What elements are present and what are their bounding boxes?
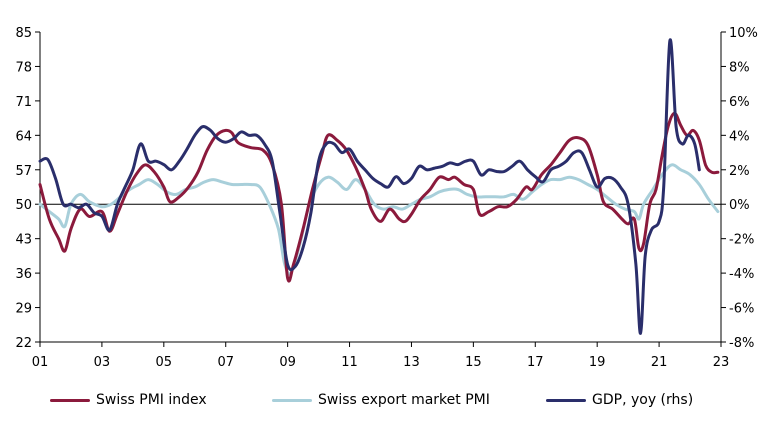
legend-label: Swiss export market PMI bbox=[318, 392, 490, 408]
left-tick-label: 85 bbox=[15, 26, 32, 41]
legend: Swiss PMI index Swiss export market PMI … bbox=[0, 392, 776, 418]
right-tick-label: -4% bbox=[729, 267, 754, 282]
right-tick-label: 2% bbox=[729, 164, 750, 179]
legend-label: Swiss PMI index bbox=[96, 392, 207, 408]
left-tick-label: 29 bbox=[15, 302, 32, 317]
left-tick-label: 36 bbox=[15, 267, 32, 282]
right-tick-label: 8% bbox=[729, 60, 750, 75]
x-tick-label: 13 bbox=[403, 355, 420, 370]
x-tick-label: 23 bbox=[713, 355, 730, 370]
left-tick-label: 22 bbox=[15, 336, 32, 351]
right-tick-label: -8% bbox=[729, 336, 754, 351]
x-tick-label: 17 bbox=[527, 355, 544, 370]
x-tick-label: 07 bbox=[217, 355, 234, 370]
line-chart: 22 29 36 43 50 57 64 71 78 85 -8% -6% -4% -2% 0% 2% 4% 6… bbox=[15, 26, 758, 370]
right-y-axis: -8% -6% -4% -2% 0% 2% 4% 6% 8% 10% bbox=[720, 26, 758, 351]
left-tick-label: 57 bbox=[15, 164, 32, 179]
x-tick-label: 19 bbox=[589, 355, 606, 370]
x-tick-label: 21 bbox=[651, 355, 668, 370]
right-tick-label: 4% bbox=[729, 129, 750, 144]
swiss-pmi-line bbox=[38, 111, 720, 283]
x-tick-label: 01 bbox=[32, 355, 49, 370]
right-tick-label: -2% bbox=[729, 233, 754, 248]
right-tick-label: -6% bbox=[729, 302, 754, 317]
left-tick-label: 71 bbox=[15, 95, 32, 110]
legend-swatch-swiss-pmi bbox=[50, 398, 90, 402]
x-tick-label: 11 bbox=[341, 355, 358, 370]
x-tick-label: 15 bbox=[465, 355, 482, 370]
legend-item-export-pmi: Swiss export market PMI bbox=[272, 392, 490, 408]
gdp-yoy-line bbox=[38, 38, 701, 335]
left-tick-label: 64 bbox=[15, 129, 32, 144]
x-tick-label: 09 bbox=[279, 355, 296, 370]
legend-item-gdp: GDP, yoy (rhs) bbox=[546, 392, 693, 408]
right-tick-label: 0% bbox=[729, 198, 750, 213]
export-market-pmi-line bbox=[38, 163, 720, 276]
left-tick-label: 50 bbox=[15, 198, 32, 213]
right-tick-label: 10% bbox=[729, 26, 758, 41]
left-tick-label: 43 bbox=[15, 233, 32, 248]
legend-label: GDP, yoy (rhs) bbox=[592, 392, 694, 408]
left-y-axis: 22 29 36 43 50 57 64 71 78 85 bbox=[15, 26, 41, 351]
legend-item-swiss-pmi: Swiss PMI index bbox=[50, 392, 207, 408]
x-tick-label: 05 bbox=[156, 355, 173, 370]
x-tick-label: 03 bbox=[94, 355, 111, 370]
series-lines bbox=[38, 38, 720, 335]
right-tick-label: 6% bbox=[729, 95, 750, 110]
legend-swatch-export-pmi bbox=[272, 398, 312, 402]
left-tick-label: 78 bbox=[15, 60, 32, 75]
legend-swatch-gdp bbox=[546, 398, 586, 402]
x-axis: 01 03 05 07 09 11 13 15 17 19 21 23 bbox=[32, 341, 730, 370]
